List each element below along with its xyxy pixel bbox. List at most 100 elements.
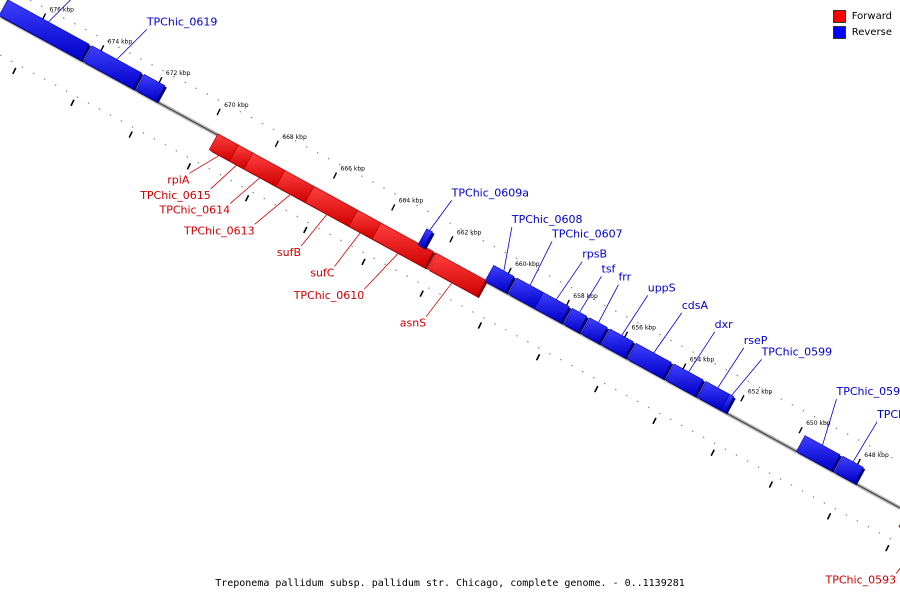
tick-664: 664 kbp [391, 197, 424, 211]
legend-reverse: Reverse [832, 24, 892, 40]
tick-label: 652 kbp [748, 388, 773, 395]
tick-mark [158, 76, 163, 84]
gene-TPChic_0615[interactable]: TPChic_0615 [139, 144, 255, 202]
legend-forward: Forward [832, 8, 892, 24]
gene-label: TPChic_0596 [836, 385, 900, 398]
tick-660: 660 kbp [507, 261, 540, 275]
tick-label: 674 kbp [108, 38, 133, 45]
tick-label: 654 kbp [690, 357, 715, 364]
tick-648: 648 kbp [856, 452, 889, 466]
gene-leader-line [503, 226, 513, 272]
gene-leader-line [254, 193, 291, 225]
gene-leader-line [579, 276, 602, 313]
gene-TPChic_0610[interactable]: TPChic_0610 [293, 222, 436, 302]
tick-mark [449, 235, 454, 243]
gene-label: TPChic_0592 [860, 599, 900, 600]
gene-leader-line [852, 421, 878, 463]
gene-label: TPChic_0613 [183, 224, 255, 237]
tick-mark [332, 172, 338, 179]
tick-mark-lower [303, 226, 308, 234]
tick-mark-lower [652, 417, 657, 425]
tick-mark [507, 267, 512, 275]
gene-TPChic_0619[interactable]: TPChic_0619 [83, 15, 218, 91]
gene-arrow [427, 252, 486, 297]
tick-mark [216, 108, 221, 116]
gene-label: rpsB [582, 248, 607, 261]
gene-leader-line [822, 399, 837, 446]
gene-TPChic_0620[interactable]: TPChic_0620 [0, 0, 149, 63]
gene-rseP[interactable]: rseP [697, 334, 768, 413]
tick-mark-lower [12, 67, 17, 75]
gene-arrow [796, 435, 841, 471]
tick-label: 664 kbp [399, 197, 424, 204]
gene-label: sufB [277, 246, 301, 259]
tick-mark-lower [419, 290, 424, 298]
gene-frr[interactable]: frr [580, 271, 632, 346]
gene-arrow [627, 342, 672, 379]
gene-arrow [833, 455, 864, 484]
legend-forward-label: Forward [851, 10, 892, 22]
gene-label: TPChic_0610 [293, 289, 365, 302]
tick-662: 662 kbp [449, 229, 482, 243]
gene-arrow [601, 328, 634, 358]
gene-leader-line [598, 284, 619, 323]
tick-label: 650 kbp [806, 420, 831, 427]
tick-mark [682, 363, 687, 370]
tick-label: 648 kbp [864, 452, 889, 459]
tick-652: 652 kbp [740, 388, 773, 402]
gene-leader-line [653, 312, 683, 354]
gene-uppS[interactable]: uppS [601, 281, 676, 360]
gene-TPChic_0614[interactable]: TPChic_0614 [158, 152, 287, 217]
tick-label: 672 kbp [166, 70, 191, 77]
gene-TPChic_0599[interactable]: TPChic_0599 [720, 345, 832, 415]
tick-mark [274, 140, 279, 148]
gene-TPChic_0608[interactable]: TPChic_0608 [484, 213, 582, 295]
gene-cdsA[interactable]: cdsA [627, 299, 709, 381]
gene-arrow [534, 292, 570, 323]
tick-mark [565, 299, 570, 307]
gene-label: TPChic_0614 [158, 204, 230, 217]
gene-TPChic_0596[interactable]: TPChic_0596 [796, 385, 900, 473]
gene-arrow [135, 74, 166, 102]
gene-rpiA[interactable]: rpiA [167, 133, 241, 186]
gene-TPChic_0613[interactable]: TPChic_0613 [183, 170, 316, 238]
tick-label: 656 kbp [632, 325, 657, 332]
gene-TPChic_0609a[interactable]: TPChic_0609a [417, 186, 529, 250]
gene-tsf[interactable]: tsf [563, 262, 617, 335]
legend: Forward Reverse [832, 8, 892, 40]
tick-label: 662 kbp [457, 229, 482, 236]
tick-674: 674 kbp [100, 38, 133, 52]
gene-label: TPChic_0595 [876, 408, 900, 421]
gene-asnS[interactable]: asnS [400, 252, 488, 330]
gene-rpsB[interactable]: rpsB [534, 248, 608, 325]
gene-arrow [580, 317, 608, 344]
gene-TPChic_0607[interactable]: TPChic_0607 [507, 227, 623, 311]
tick-mark-lower [70, 99, 75, 107]
reverse-swatch [832, 25, 846, 39]
gene-arrow [417, 228, 433, 249]
gene-TPChic_0595[interactable]: TPChic_0595 [833, 408, 900, 486]
gene-arrow [720, 393, 735, 413]
gene-leader-line [429, 200, 452, 231]
gene-label: TPChic_0609a [451, 186, 529, 199]
gene-dxr[interactable]: dxr [665, 318, 733, 398]
tick-mark-lower [768, 481, 774, 488]
gene-arrow [665, 363, 704, 397]
gene-label: sufC [310, 266, 335, 279]
gene-unnamed[interactable] [135, 74, 167, 104]
gene-TPChic_0592[interactable]: TPChic_0592 [860, 538, 900, 600]
tick-label: 670 kbp [224, 102, 249, 109]
gene-leader-line [621, 295, 649, 336]
gene-leader-line [555, 261, 583, 300]
gene-label: TPChic_0619 [146, 15, 218, 28]
tick-672: 672 kbp [158, 70, 191, 84]
gene-arrow [371, 222, 434, 268]
gene-sufB[interactable]: sufB [277, 186, 360, 259]
gene-label: tsf [602, 262, 617, 275]
tick-mark [100, 45, 105, 52]
gene-leader-line [229, 177, 261, 204]
gene-TPChic_0593[interactable]: TPChic_0593 [825, 511, 900, 587]
gene-label: dxr [715, 318, 733, 331]
